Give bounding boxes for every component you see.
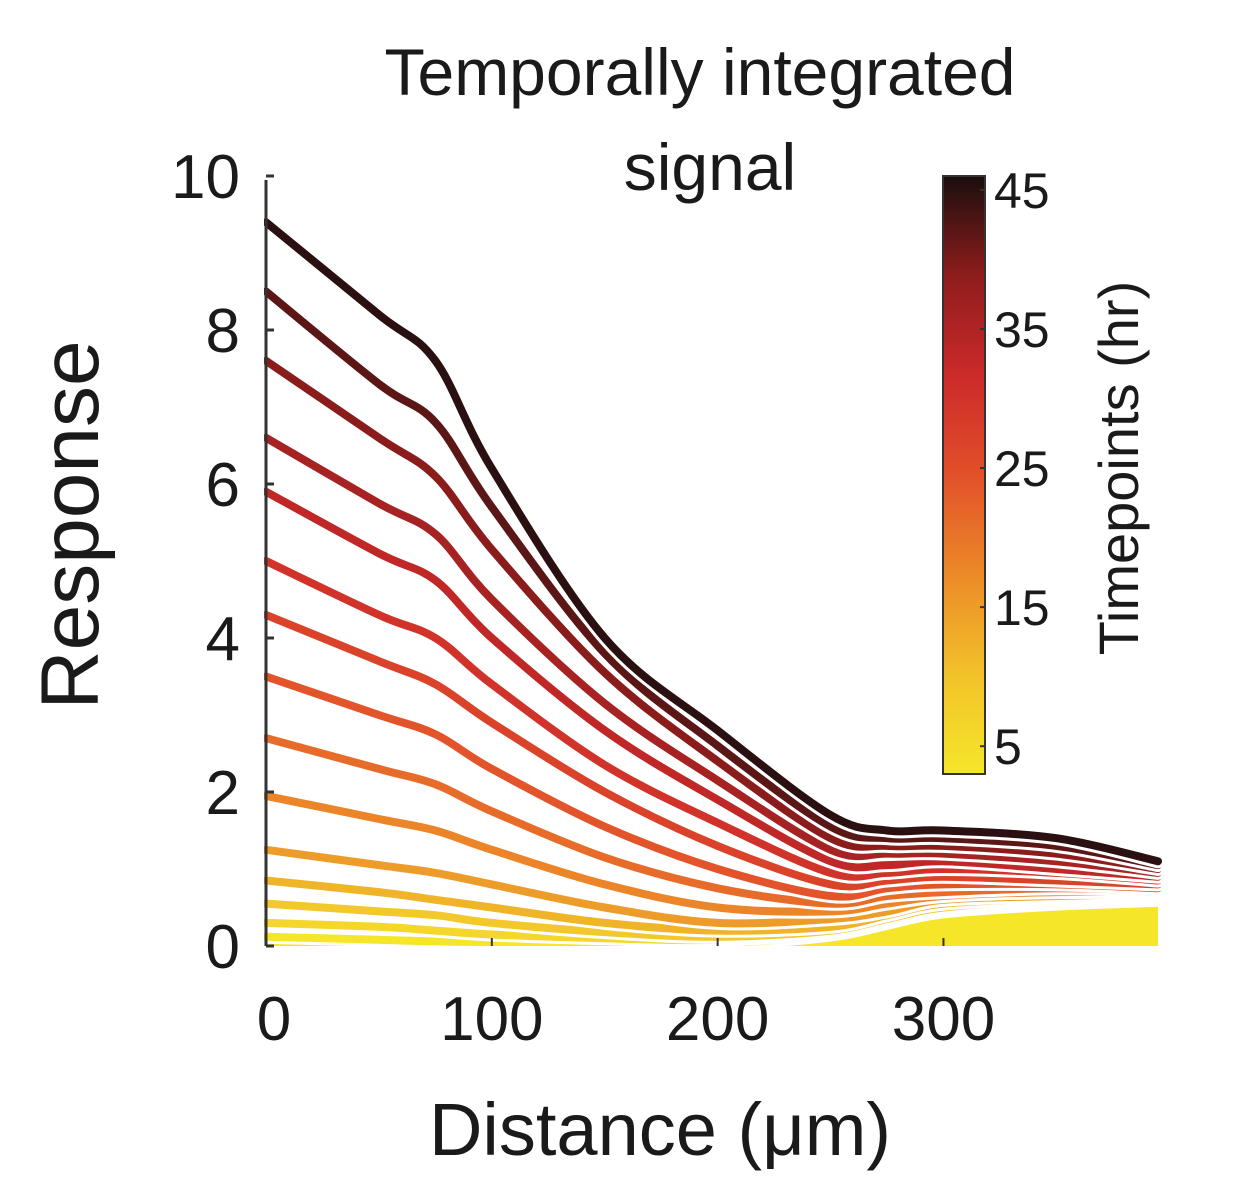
colorbar-tick-label: 5 (994, 719, 1022, 775)
y-tick-label: 8 (206, 297, 240, 366)
colorbar-tick-label: 25 (994, 441, 1050, 497)
series-lines (264, 215, 1164, 946)
series-line-t33 (264, 487, 1162, 881)
y-tick-label: 4 (206, 605, 240, 674)
area-band-base (266, 899, 1158, 946)
series-line-t36 (264, 433, 1162, 877)
chart-title-line2: signal (624, 130, 796, 204)
series-line-t39 (264, 356, 1162, 873)
x-tick-label: 200 (666, 985, 769, 1054)
y-tick-label: 6 (206, 451, 240, 520)
series-line-t27 (264, 610, 1162, 891)
colorbar-label: Timepoints (hr) (1087, 281, 1150, 655)
series-line-t45 (264, 218, 1162, 866)
y-tick-label: 2 (206, 759, 240, 828)
colorbar-gradient (942, 175, 986, 775)
colorbar-tick-label: 15 (994, 580, 1050, 636)
colorbar: 5 15 25 35 45 Timepoints (hr) (942, 163, 1150, 775)
chart-title-line1: Temporally integrated (385, 35, 1016, 109)
y-axis: 0 2 4 6 8 10 (171, 143, 274, 982)
series-line-t42 (264, 287, 1162, 870)
x-axis-label: Distance (μm) (429, 1088, 891, 1171)
x-tick-label: 0 (257, 985, 291, 1054)
colorbar-tick-label: 35 (994, 302, 1050, 358)
y-tick-label: 10 (171, 143, 240, 212)
plot-area (264, 215, 1164, 946)
x-tick-label: 100 (440, 985, 543, 1054)
y-axis-label: Response (25, 340, 116, 709)
y-tick-label: 0 (206, 913, 240, 982)
x-tick-label: 300 (892, 985, 995, 1054)
colorbar-ticks: 5 15 25 35 45 (980, 163, 1050, 775)
colorbar-tick-label: 45 (994, 163, 1050, 219)
x-axis: 0 100 200 300 (257, 938, 995, 1054)
